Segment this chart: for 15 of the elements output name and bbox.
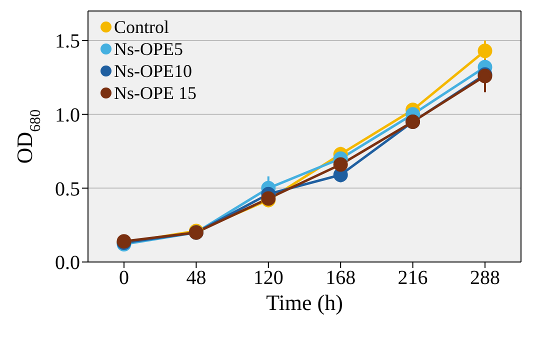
y-tick-label: 1.0	[55, 104, 80, 126]
y-tick-label: 0.0	[55, 252, 80, 274]
x-tick-label: 168	[326, 267, 356, 290]
legend-label: Control	[114, 16, 170, 38]
legend-label: Ns-OPE10	[114, 60, 192, 82]
x-axis-title: Time (h)	[266, 290, 343, 315]
y-tick-label: 1.5	[55, 30, 80, 53]
y-tick-label: 0.5	[55, 178, 80, 200]
x-tick-label: 216	[398, 267, 428, 290]
x-tick-label: 48	[186, 267, 206, 290]
x-tick-label: 120	[253, 267, 284, 290]
x-tick-label: 288	[470, 267, 500, 290]
x-tick-label: 0	[119, 267, 129, 290]
legend-label: Ns-OPE 15	[114, 82, 197, 104]
legend-label: Ns-OPE5	[114, 38, 184, 60]
